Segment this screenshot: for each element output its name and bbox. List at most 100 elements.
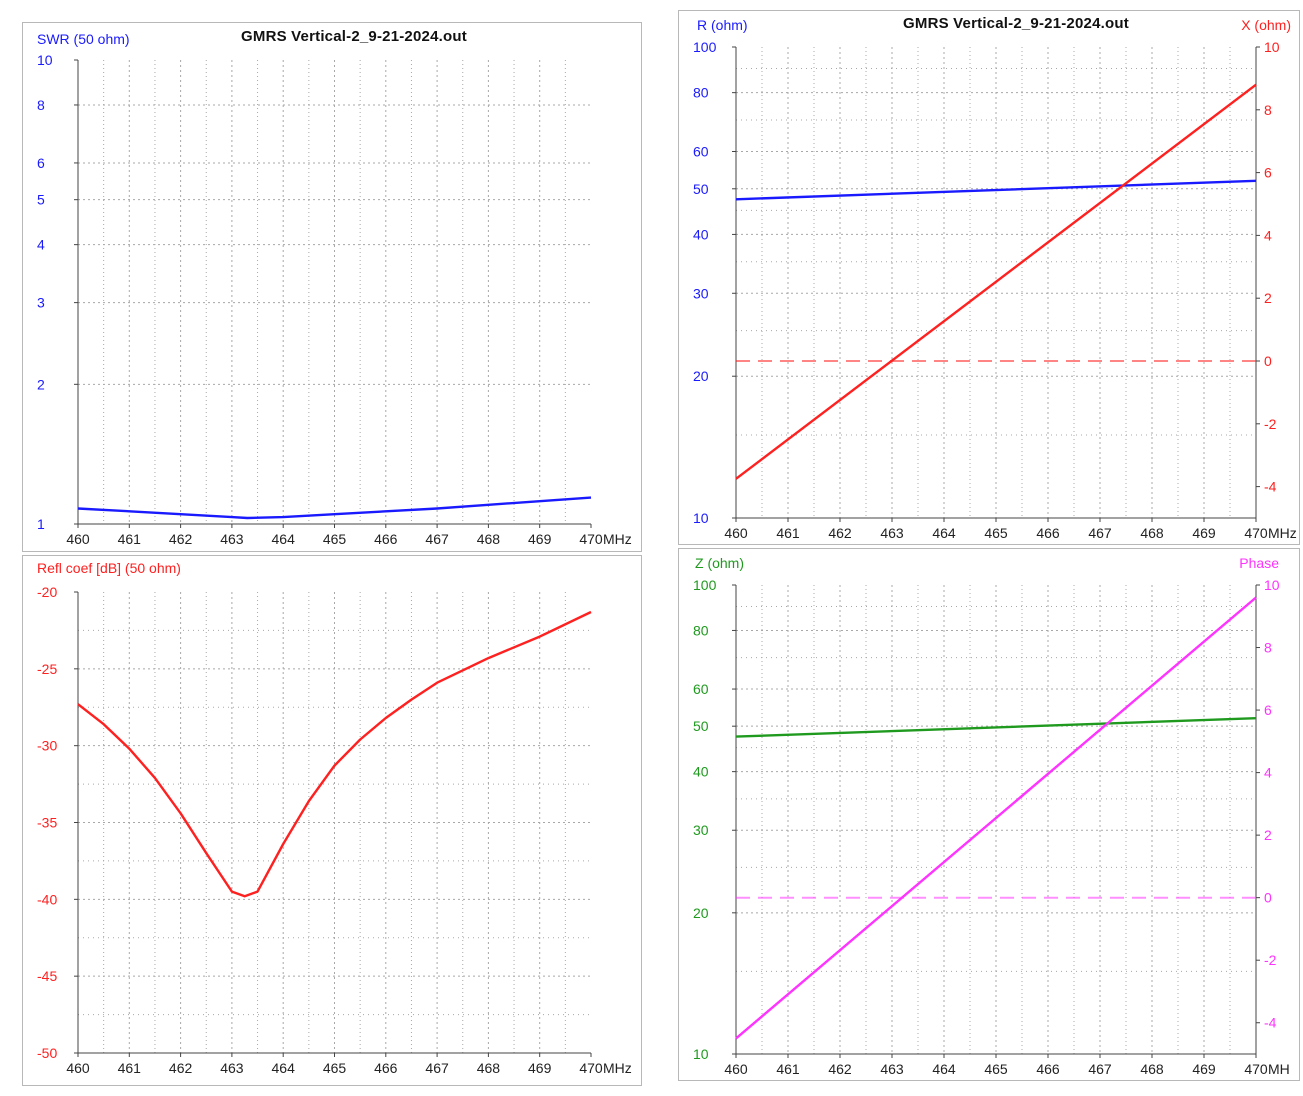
series-line	[77, 610, 592, 898]
y2-tick-label: 2	[1264, 290, 1272, 306]
x-tick-label: 466	[374, 1060, 398, 1076]
y-tick-label: 3	[37, 295, 45, 311]
y2-tick-label: 10	[1264, 39, 1280, 55]
rx-plot: 460 461 462 463 464 465 466 467 468 469 470 MHz1020…	[693, 39, 1297, 541]
x-tick-label: 462	[169, 531, 193, 547]
x-tick-label: 461	[776, 525, 800, 541]
y-tick-label: 8	[37, 97, 45, 113]
x-tick-label: 469	[1192, 525, 1216, 541]
x-unit-label: MHz	[603, 1060, 632, 1076]
x-tick-label: 462	[828, 525, 852, 541]
swr-chart-panel: GMRS Vertical-2_9-21-2024.out SWR (50 oh…	[22, 22, 642, 552]
y2-axis-label: X (ohm)	[1241, 17, 1291, 33]
y-tick-label: 60	[693, 681, 709, 697]
y-tick-label: 1	[37, 516, 45, 532]
series-line	[735, 596, 1257, 1040]
x-tick-label: 468	[1140, 525, 1164, 541]
y2-tick-label: 4	[1264, 765, 1272, 781]
y-tick-label: 60	[693, 143, 709, 159]
x-tick-label: 464	[272, 531, 296, 547]
y-tick-label: 80	[693, 85, 709, 101]
x-tick-label: 469	[528, 531, 552, 547]
x-unit-label: MHz	[1268, 525, 1297, 541]
y-tick-label: -25	[37, 661, 57, 677]
y-axis-label: SWR (50 ohm)	[37, 31, 130, 47]
x-tick-label: 465	[323, 1060, 347, 1076]
x-tick-label: 460	[66, 531, 90, 547]
y2-tick-label: 8	[1264, 102, 1272, 118]
x-tick-label: 463	[880, 525, 904, 541]
y-tick-label: -40	[37, 891, 57, 907]
y-axis-label: Z (ohm)	[695, 555, 744, 571]
y-tick-label: 50	[693, 718, 709, 734]
x-tick-label: 463	[220, 531, 244, 547]
rx-chart-panel: GMRS Vertical-2_9-21-2024.out R (ohm) X …	[678, 10, 1300, 545]
y-tick-label: -35	[37, 815, 57, 831]
x-tick-label: 466	[1036, 1061, 1060, 1077]
y-tick-label: -45	[37, 968, 57, 984]
y2-axis-label: Phase	[1239, 555, 1279, 571]
y-tick-label: 100	[693, 577, 717, 593]
x-unit-label: MH	[1268, 1061, 1290, 1077]
x-tick-label: 462	[828, 1061, 852, 1077]
x-tick-label: 468	[477, 531, 501, 547]
refl-chart-panel: Refl coef [dB] (50 ohm) 460 461 462 463 464 4…	[22, 555, 642, 1086]
x-tick-label: 466	[1036, 525, 1060, 541]
y-tick-label: 10	[37, 52, 53, 68]
y-tick-label: 100	[693, 39, 717, 55]
x-tick-label: 467	[1088, 525, 1112, 541]
x-tick-label: 461	[776, 1061, 800, 1077]
y2-tick-label: 4	[1264, 227, 1272, 243]
y-tick-label: -30	[37, 738, 57, 754]
x-tick-label: 467	[425, 531, 449, 547]
y-tick-label: 10	[693, 510, 709, 526]
y2-tick-label: -4	[1264, 1015, 1277, 1031]
chart-title: GMRS Vertical-2_9-21-2024.out	[903, 15, 1129, 32]
y2-tick-label: 10	[1264, 577, 1280, 593]
y2-tick-label: -2	[1264, 416, 1277, 432]
x-tick-label: 464	[932, 1061, 956, 1077]
y2-tick-label: 0	[1264, 353, 1272, 369]
x-tick-label: 464	[932, 525, 956, 541]
y2-tick-label: 6	[1264, 702, 1272, 718]
zp-chart-panel: Z (ohm) Phase 460 461 462 463 464 465 466 467 46…	[678, 548, 1300, 1081]
chart-title: GMRS Vertical-2_9-21-2024.out	[241, 28, 467, 45]
x-unit-label: MHz	[603, 531, 632, 547]
x-tick-label: 467	[1088, 1061, 1112, 1077]
x-tick-label: 461	[118, 531, 142, 547]
x-tick-label: 469	[1192, 1061, 1216, 1077]
y-axis-label: Refl coef [dB] (50 ohm)	[37, 560, 181, 576]
y-tick-label: -20	[37, 584, 57, 600]
swr-plot: 460 461 462 463 464 465 466 467 468 469 470 MHz 1 2 3 4…	[37, 52, 632, 547]
y-tick-label: 5	[37, 192, 45, 208]
x-tick-label: 470	[579, 531, 603, 547]
y-tick-label: 40	[693, 226, 709, 242]
x-tick-label: 470	[579, 1060, 603, 1076]
y-tick-label: 10	[693, 1046, 709, 1062]
y2-tick-label: 2	[1264, 827, 1272, 843]
series-line	[735, 83, 1257, 480]
x-tick-label: 464	[272, 1060, 296, 1076]
x-tick-label: 461	[118, 1060, 142, 1076]
series-line	[735, 179, 1257, 201]
y-tick-label: 4	[37, 237, 45, 253]
x-tick-label: 460	[66, 1060, 90, 1076]
y2-tick-label: -4	[1264, 479, 1277, 495]
y-tick-label: 80	[693, 622, 709, 638]
y-tick-label: 50	[693, 181, 709, 197]
y2-tick-label: 0	[1264, 890, 1272, 906]
x-tick-label: 467	[425, 1060, 449, 1076]
series-line	[77, 496, 592, 520]
x-tick-label: 463	[220, 1060, 244, 1076]
x-tick-label: 465	[323, 531, 347, 547]
y-tick-label: 30	[693, 285, 709, 301]
y-tick-label: -50	[37, 1045, 57, 1061]
y2-tick-label: 6	[1264, 165, 1272, 181]
x-tick-label: 460	[724, 525, 748, 541]
x-tick-label: 469	[528, 1060, 552, 1076]
y-tick-label: 30	[693, 822, 709, 838]
x-tick-label: 466	[374, 531, 398, 547]
zp-plot: 460 461 462 463 464 465 466 467 468 469 470 MH10203…	[693, 577, 1290, 1077]
y2-tick-label: 8	[1264, 640, 1272, 656]
y-tick-label: 2	[37, 376, 45, 392]
